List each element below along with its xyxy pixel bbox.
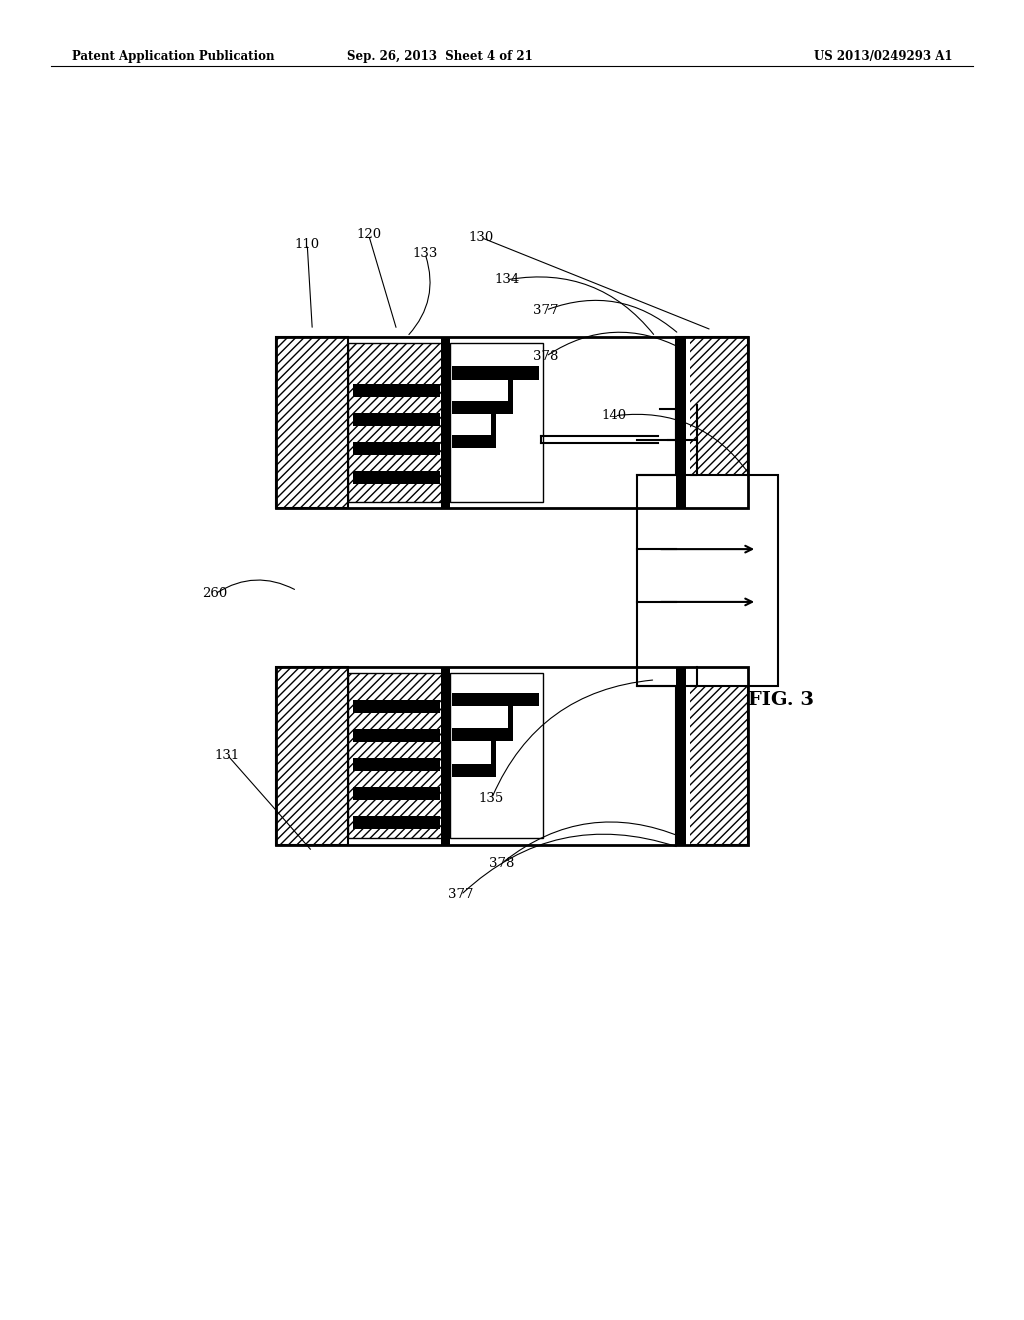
Text: 120: 120 [356,228,381,242]
Text: 377: 377 [449,888,473,902]
Bar [353,384,440,397]
Bar [441,667,450,845]
Bar [676,337,682,508]
Text: 260: 260 [203,587,227,601]
Bar [450,343,543,502]
Text: Patent Application Publication: Patent Application Publication [72,50,274,63]
Text: Sep. 26, 2013  Sheet 4 of 21: Sep. 26, 2013 Sheet 4 of 21 [347,50,534,63]
Bar [508,702,513,742]
Bar [637,475,778,686]
Bar [353,816,440,829]
Text: 134: 134 [495,273,519,286]
Bar [452,401,513,414]
Text: 135: 135 [479,792,504,805]
Bar [682,337,686,508]
Bar [676,667,682,845]
Bar [686,337,690,508]
Text: 110: 110 [295,238,319,251]
Text: 133: 133 [413,247,437,260]
Bar [353,729,440,742]
Bar [276,337,348,508]
Bar [450,673,543,838]
Bar [452,764,496,777]
Bar [450,673,543,838]
Bar [452,729,513,742]
Bar [353,700,440,713]
Bar [353,413,440,426]
Bar [353,442,440,455]
Text: US 2013/0249293 A1: US 2013/0249293 A1 [814,50,952,63]
Text: 378: 378 [534,350,558,363]
Bar [441,337,450,508]
Bar [490,738,496,777]
Text: 130: 130 [469,231,494,244]
Bar [276,667,348,845]
Text: 378: 378 [489,857,514,870]
Text: 140: 140 [602,409,627,422]
Bar [676,667,748,845]
Bar [452,366,539,380]
Bar [676,337,748,508]
Bar [353,471,440,484]
Text: FIG. 3: FIG. 3 [748,690,813,709]
Bar [682,667,686,845]
Bar [452,434,496,449]
Bar [348,343,445,502]
Bar [353,787,440,800]
Bar [276,667,748,845]
Bar [508,376,513,414]
Bar [452,693,539,706]
Bar [353,758,440,771]
Bar [490,411,496,449]
Text: 131: 131 [215,748,240,762]
Bar [276,337,748,508]
Text: 377: 377 [534,304,558,317]
Bar [450,343,543,502]
Bar [348,673,445,838]
Bar [686,667,690,845]
